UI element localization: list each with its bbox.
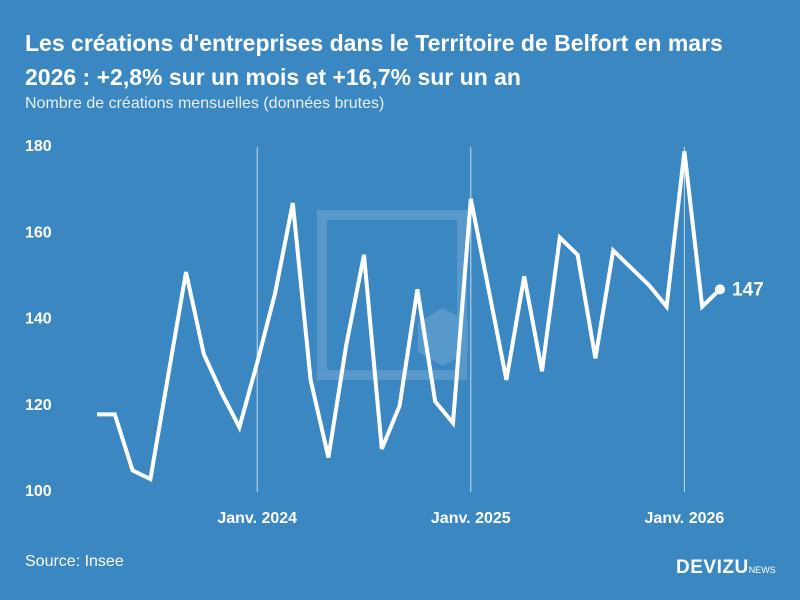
y-tick-label: 160: [25, 224, 52, 241]
y-tick-label: 180: [25, 138, 52, 155]
brand-suffix: NEWS: [748, 565, 776, 575]
y-tick-label: 120: [25, 397, 52, 414]
x-tick-label: Janv. 2026: [645, 510, 725, 527]
y-tick-label: 140: [25, 311, 52, 328]
last-value-label: 147: [732, 279, 764, 300]
x-tick-label: Janv. 2025: [431, 510, 511, 527]
source: Source: Insee: [25, 553, 124, 570]
brand: DEVIZUNEWS: [676, 557, 776, 579]
brand-name: DEVIZU: [676, 557, 749, 578]
line-series: [97, 151, 722, 483]
chart-subtitle: Nombre de créations mensuelles (données …: [25, 95, 385, 112]
last-point: [715, 284, 725, 295]
chart-title: Les créations d'entreprises dans le Terr…: [25, 30, 723, 90]
y-tick-label: 100: [25, 483, 52, 500]
x-tick-label: Janv. 2024: [217, 510, 297, 527]
